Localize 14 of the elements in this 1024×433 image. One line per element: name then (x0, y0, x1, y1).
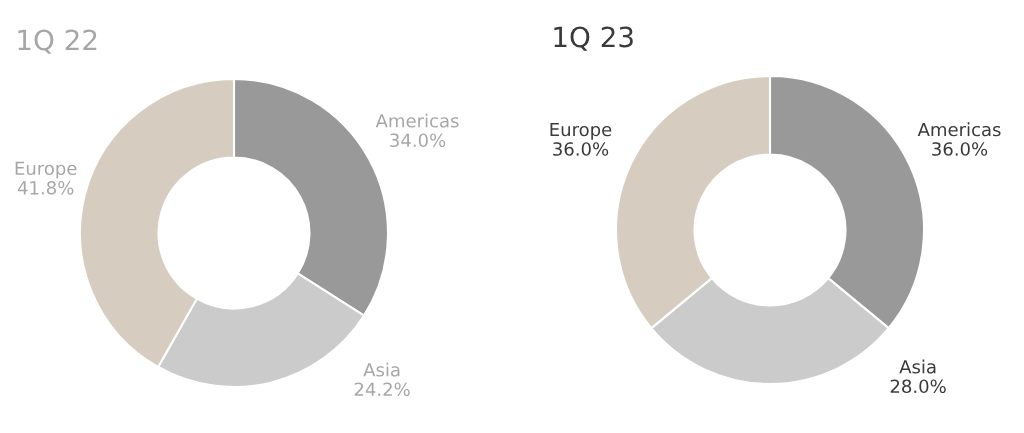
slice-label: Asia (363, 362, 400, 377)
chart-title: 1Q 22 (18, 29, 97, 54)
data-label: 41.8% (17, 180, 74, 195)
slice-label: Americas (917, 122, 1001, 137)
slice-label: Europe (15, 161, 77, 179)
data-label: 24.2% (354, 382, 410, 397)
data-label: 36.0% (932, 142, 988, 156)
data-label: 36.0% (553, 142, 609, 156)
chart-title: 1Q 23 (554, 26, 633, 51)
slice-label: Asia (899, 359, 936, 374)
slice-label: Americas (375, 113, 459, 128)
data-label: 28.0% (890, 379, 946, 394)
slice-label: Europe (550, 122, 612, 140)
data-label: 34.0% (390, 133, 446, 148)
